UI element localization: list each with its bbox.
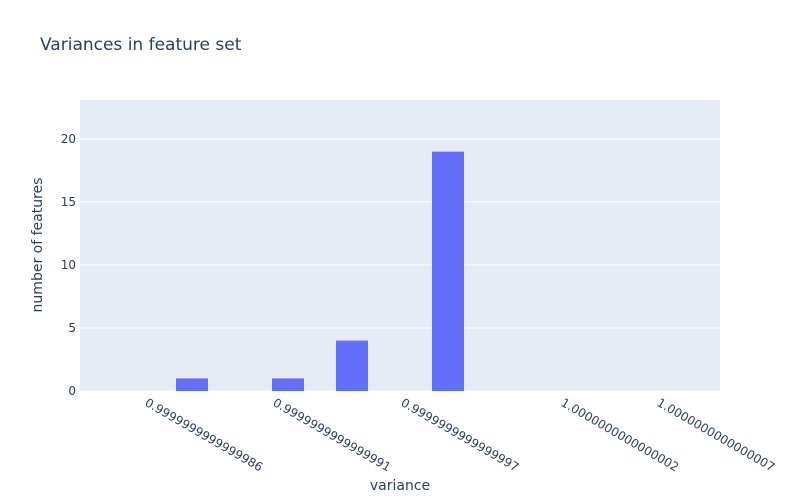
y-tick-label: 5 xyxy=(68,321,76,335)
y-tick-label: 20 xyxy=(61,132,76,146)
y-axis-title: number of features xyxy=(30,178,46,313)
x-tick-label: 0.9999999999999986 xyxy=(143,395,266,474)
x-tick-label: 0.9999999999999997 xyxy=(399,395,522,474)
y-tick-label: 10 xyxy=(61,258,76,272)
y-tick-label: 0 xyxy=(68,384,76,398)
chart-title: Variances in feature set xyxy=(40,35,242,55)
bar xyxy=(176,378,208,391)
x-tick-label: 0.9999999999999991 xyxy=(271,395,394,474)
plot-background xyxy=(80,100,720,391)
bar xyxy=(336,340,368,391)
bar xyxy=(432,151,464,391)
bar xyxy=(272,378,304,391)
y-tick-label: 15 xyxy=(61,195,76,209)
x-axis-title: variance xyxy=(370,478,430,494)
